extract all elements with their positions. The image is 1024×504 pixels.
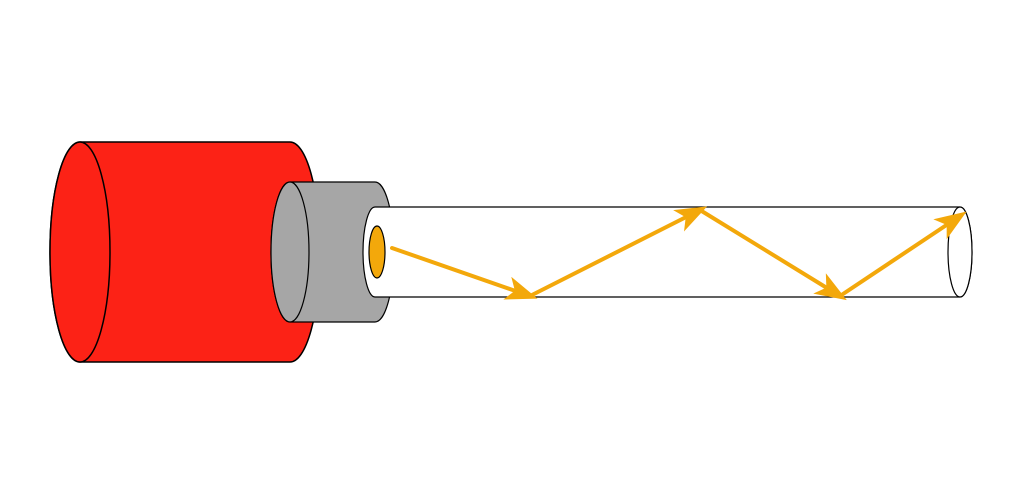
core-tube (363, 207, 972, 297)
cladding-back-face (271, 182, 309, 322)
optical-fiber-diagram (0, 0, 1024, 504)
core-disc (369, 226, 385, 278)
jacket-back-face (50, 142, 110, 362)
